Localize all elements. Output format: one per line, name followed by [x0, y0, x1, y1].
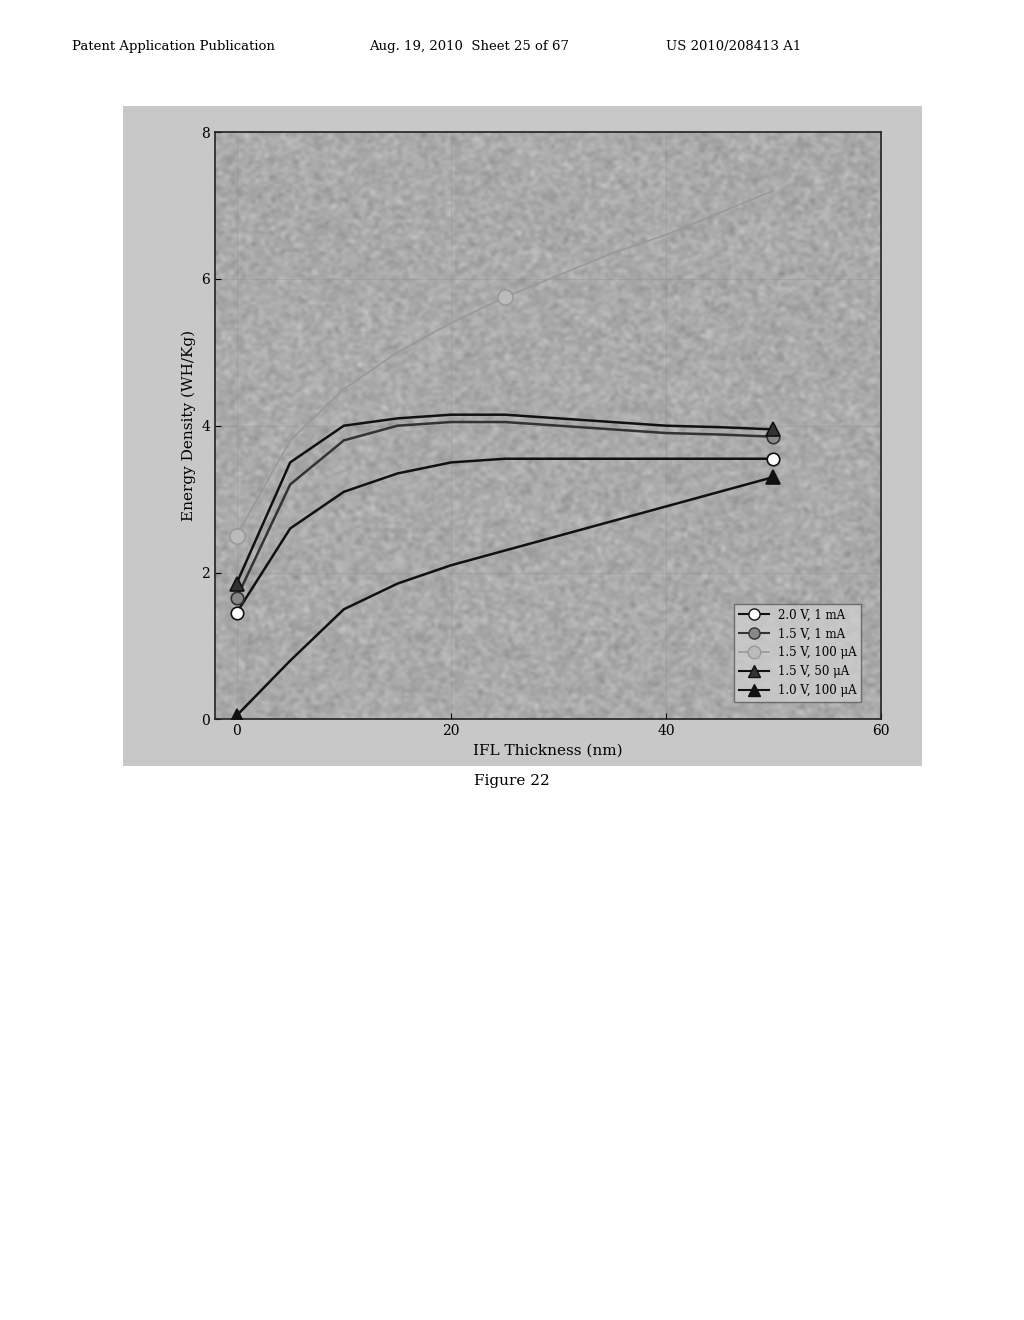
X-axis label: IFL Thickness (nm): IFL Thickness (nm) — [473, 743, 623, 758]
Text: Patent Application Publication: Patent Application Publication — [72, 40, 274, 53]
Text: Figure 22: Figure 22 — [474, 775, 550, 788]
Legend: 2.0 V, 1 mA, 1.5 V, 1 mA, 1.5 V, 100 μA, 1.5 V, 50 μA, 1.0 V, 100 μA: 2.0 V, 1 mA, 1.5 V, 1 mA, 1.5 V, 100 μA,… — [734, 603, 861, 702]
Text: US 2010/208413 A1: US 2010/208413 A1 — [666, 40, 801, 53]
Text: Aug. 19, 2010  Sheet 25 of 67: Aug. 19, 2010 Sheet 25 of 67 — [369, 40, 568, 53]
Y-axis label: Energy Density (WH/Kg): Energy Density (WH/Kg) — [181, 330, 196, 521]
